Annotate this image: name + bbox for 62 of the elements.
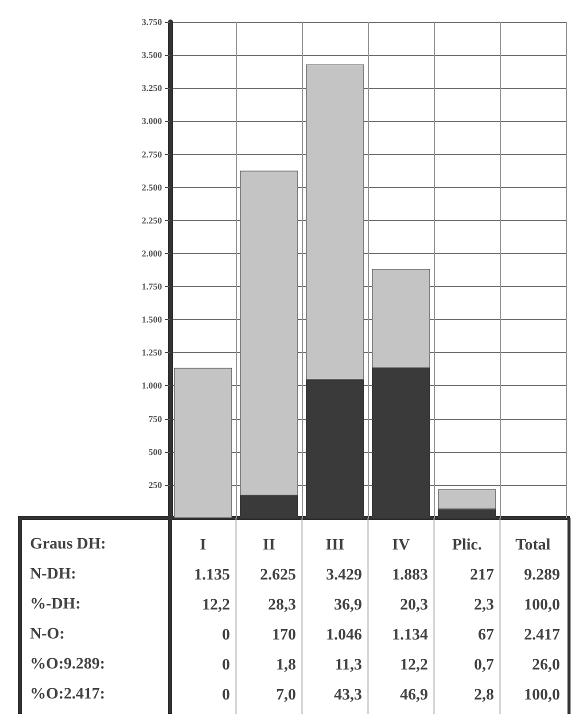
text: %O:9.289:	[30, 656, 106, 672]
text: 3.429	[326, 566, 362, 584]
x-tick-label: Plic.	[452, 536, 482, 554]
text: 11,3	[334, 656, 362, 674]
y-tick-label: 2.750	[142, 149, 162, 160]
y-tick-label: 2.250	[142, 215, 162, 226]
text: 1.883	[392, 566, 428, 584]
x-tick-label: Total	[516, 536, 552, 554]
text: N-DH:	[30, 566, 76, 582]
text: 28,3	[268, 596, 296, 614]
bar	[372, 268, 430, 368]
text: 1.046	[326, 626, 362, 644]
y-tick-label: 3.250	[142, 83, 162, 94]
x-tick-label: I	[200, 536, 206, 554]
bar	[306, 64, 364, 380]
text: %O:2.417:	[30, 686, 106, 702]
y-tick-label: 250	[148, 480, 162, 490]
text: 43,3	[334, 686, 362, 704]
y-tick-label: 3.500	[142, 50, 162, 60]
y-tick-label: 750	[148, 414, 162, 424]
text: 1.134	[392, 626, 428, 644]
y-tick-label: 1.500	[142, 314, 162, 325]
y-tick-label: 500	[148, 446, 162, 457]
y-tick-label: 2.000	[142, 248, 162, 258]
text: 100,0	[524, 686, 560, 704]
text: 1.135	[194, 566, 230, 584]
text: 0	[222, 626, 230, 644]
x-tick-label: II	[262, 536, 276, 554]
text: 0	[222, 656, 230, 674]
text: 2.417	[524, 626, 560, 644]
x-tick-label: III	[326, 536, 344, 554]
text: 0,7	[474, 656, 494, 674]
text: 12,2	[202, 596, 230, 614]
y-tick-label: 1.250	[142, 348, 162, 358]
text: %-DH:	[30, 596, 81, 612]
text: 2,3	[474, 596, 494, 614]
text: 7,0	[276, 686, 296, 704]
x-axis-title: Graus DH:	[30, 536, 106, 552]
text: 36,9	[334, 596, 362, 614]
y-tick-label: 2.500	[142, 182, 162, 192]
text: 26,0	[532, 656, 560, 674]
text: 170	[272, 626, 296, 644]
bar	[174, 368, 232, 518]
y-tick-label: 3.750	[142, 17, 162, 27]
bar	[438, 489, 496, 510]
bar	[240, 170, 298, 496]
text: 217	[470, 566, 494, 584]
text: 9.289	[524, 566, 560, 584]
text: 2,8	[474, 686, 494, 704]
text: N-O:	[30, 626, 65, 642]
text: 46,9	[400, 686, 428, 704]
y-tick-label: 1.750	[142, 282, 162, 292]
y-tick-label: 1.000	[142, 380, 162, 391]
text: 20,3	[400, 596, 428, 614]
y-tick-label: 3.000	[142, 116, 162, 126]
text: 67	[478, 626, 494, 644]
text: 0	[222, 686, 230, 704]
text: 2.625	[260, 566, 296, 584]
x-tick-label: IV	[392, 536, 410, 554]
text: 12,2	[400, 656, 428, 674]
text: 100,0	[524, 596, 560, 614]
text: 1,8	[276, 656, 296, 674]
